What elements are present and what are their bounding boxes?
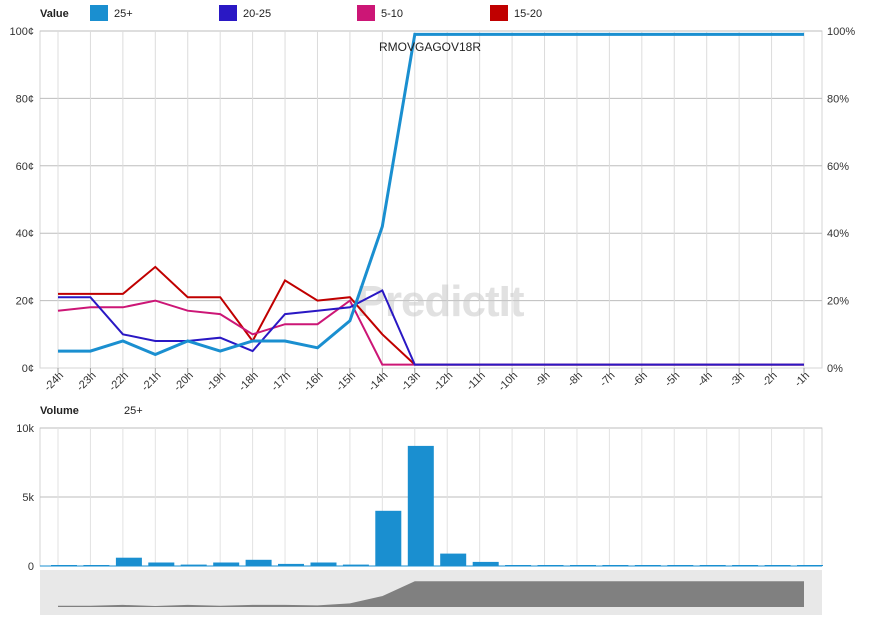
volume-bar [115,557,142,566]
volume-y-tick-label: 10k [16,423,34,435]
value-x-tick-label: -23h [74,370,98,394]
value-x-tick-label: -20h [172,370,196,394]
value-x-tick-label: -22h [107,370,131,394]
value-x-tick-label: -18h [237,370,261,394]
value-x-tick-label: -1h [792,370,812,390]
series-line-20-25 [58,289,804,366]
volume-bar [407,445,434,566]
value-y2-tick-label: 20% [827,296,849,308]
value-y2-tick-label: 60% [827,161,849,173]
value-x-tick-label: -12h [431,370,455,394]
value-x-tick-label: -5h [663,370,683,390]
volume-bar [278,563,304,566]
value-x-tick-label: -2h [760,370,780,390]
value-x-tick-label: -24h [42,370,66,394]
volume-y-tick-label: 0 [28,561,34,573]
value-y-tick-label: 100¢ [10,26,34,38]
navigator-area [58,581,804,607]
value-y-tick-label: 40¢ [16,228,34,240]
value-x-tick-label: -6h [630,370,650,390]
legend-swatch [90,5,108,21]
volume-bar [180,564,207,566]
legend-label: 5-10 [381,8,403,20]
value-x-tick-label: -7h [598,370,618,390]
chart-title: RMOVGAGOV18R [379,40,481,54]
value-y-tick-label: 0¢ [22,363,34,375]
legend-label: 20-25 [243,8,271,20]
legend-label: 25+ [114,8,133,20]
value-y2-tick-label: 0% [827,363,843,375]
volume-bar [440,553,467,566]
value-y-tick-label: 80¢ [16,93,34,105]
volume-bar [148,562,175,566]
value-x-tick-label: -8h [565,370,585,390]
value-x-tick-label: -21h [139,370,163,394]
value-y2-tick-label: 100% [827,26,855,38]
legend-label: 15-20 [514,8,542,20]
volume-bar [375,510,402,566]
legend-swatch [357,5,375,21]
value-y-tick-label: 20¢ [16,296,34,308]
value-x-tick-label: -14h [366,370,390,394]
volume-bar [245,559,272,566]
value-y2-tick-label: 80% [827,93,849,105]
volume-y-tick-label: 5k [22,492,34,504]
volume-bar [342,564,369,566]
legend-swatch [219,5,237,21]
volume-legend-title: Volume [40,405,79,417]
value-x-tick-label: -15h [334,370,358,394]
volume-bar [213,562,240,566]
value-x-tick-label: -3h [728,370,748,390]
value-y2-tick-label: 40% [827,228,849,240]
volume-bar [310,562,337,566]
value-x-tick-label: -19h [204,370,228,394]
value-x-tick-label: -16h [302,370,326,394]
legend-swatch [490,5,508,21]
value-x-tick-label: -10h [496,370,520,394]
value-x-tick-label: -11h [464,370,487,393]
value-x-tick-label: -4h [695,370,715,390]
value-y-tick-label: 60¢ [16,161,34,173]
series-line-25+ [58,32,804,357]
volume-bar [472,561,499,566]
watermark-logo: PredictIt [356,277,524,326]
value-x-tick-label: -9h [533,370,553,390]
value-x-tick-label: -13h [399,370,423,394]
value-legend-title: Value [40,8,69,20]
volume-legend-label: 25+ [124,405,143,417]
value-x-tick-label: -17h [269,370,293,394]
value-plot-area [39,30,823,369]
